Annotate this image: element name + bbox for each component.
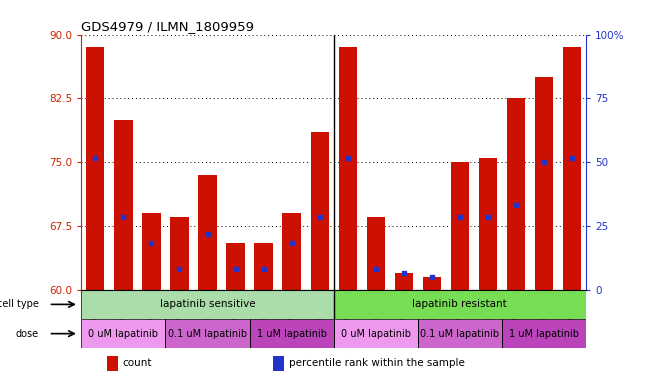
Bar (534, 77, 553, 290)
Bar (311, 132, 329, 290)
Bar (418, 319, 502, 348)
Text: cell type: cell type (0, 300, 38, 310)
Text: 1 uM lapatinib: 1 uM lapatinib (509, 329, 579, 339)
Bar (249, 319, 333, 348)
Bar (273, 356, 284, 371)
Bar (87, 47, 105, 290)
Text: 0.1 uM lapatinib: 0.1 uM lapatinib (168, 329, 247, 339)
Bar (227, 243, 245, 290)
Bar (367, 217, 385, 290)
Text: GDS4979 / ILMN_1809959: GDS4979 / ILMN_1809959 (81, 20, 255, 33)
Bar (478, 158, 497, 290)
Bar (171, 217, 189, 290)
Text: 0.1 uM lapatinib: 0.1 uM lapatinib (420, 329, 499, 339)
Bar (283, 213, 301, 290)
Text: lapatinib resistant: lapatinib resistant (412, 300, 507, 310)
Bar (199, 175, 217, 290)
Text: 0 uM lapatinib: 0 uM lapatinib (89, 329, 158, 339)
Text: 0 uM lapatinib: 0 uM lapatinib (340, 329, 411, 339)
Bar (143, 213, 161, 290)
Bar (422, 277, 441, 290)
Bar (165, 319, 249, 348)
Bar (255, 243, 273, 290)
Bar (502, 319, 586, 348)
Bar (107, 356, 118, 371)
Bar (115, 120, 133, 290)
Bar (395, 273, 413, 290)
Bar (562, 47, 581, 290)
Bar (81, 290, 333, 319)
Bar (450, 162, 469, 290)
Text: lapatinib sensitive: lapatinib sensitive (159, 300, 255, 310)
Bar (81, 319, 165, 348)
Text: 1 uM lapatinib: 1 uM lapatinib (256, 329, 327, 339)
Bar (339, 47, 357, 290)
Bar (506, 98, 525, 290)
Text: percentile rank within the sample: percentile rank within the sample (289, 358, 465, 367)
Text: dose: dose (16, 329, 38, 339)
Text: count: count (123, 358, 152, 367)
Bar (333, 290, 586, 319)
Bar (333, 319, 418, 348)
